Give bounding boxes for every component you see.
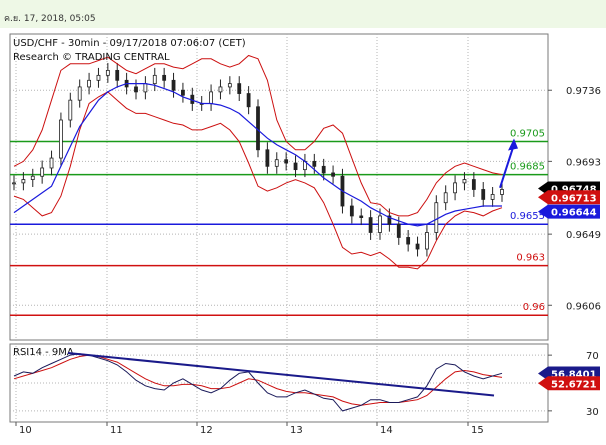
- bollinger-upper-line: [13, 54, 503, 217]
- candle-body: [359, 215, 364, 219]
- bollinger-lower-line: [13, 91, 503, 270]
- candle-body: [143, 83, 148, 93]
- candle-body: [12, 182, 16, 185]
- level-label: 0.9685: [510, 162, 545, 173]
- x-tick-label: 12: [200, 425, 213, 436]
- candle-body: [312, 160, 317, 167]
- candle-body: [30, 175, 35, 180]
- moving-average-line: [13, 82, 502, 227]
- rsi-y-tick-label: 30: [586, 407, 599, 418]
- candle-body: [425, 232, 429, 250]
- candle-body: [96, 74, 101, 81]
- x-tick-label: 13: [290, 425, 303, 436]
- header-timestamp: ค.ย. 17, 2018, 05:05: [4, 14, 96, 24]
- candle-body: [152, 74, 157, 85]
- candle-body: [171, 79, 176, 91]
- forecast-arrow-head: [508, 138, 518, 151]
- candle-body: [453, 182, 457, 194]
- candle-body: [227, 83, 232, 88]
- candle-body: [471, 179, 476, 190]
- candle-body: [209, 91, 213, 104]
- chart-subtitle: Research © TRADING CENTRAL: [13, 52, 170, 63]
- candle-body: [237, 83, 242, 94]
- candle-body: [331, 172, 335, 177]
- candle-body: [406, 237, 411, 245]
- candle-body: [274, 159, 279, 167]
- x-tick-label: 15: [471, 425, 484, 436]
- rsi-trendline: [67, 352, 495, 397]
- candle-body: [321, 165, 326, 174]
- candle-body: [368, 217, 373, 233]
- candle-body: [162, 74, 167, 81]
- price-badge-label: 0.96713: [551, 193, 597, 204]
- candle-body: [415, 243, 420, 250]
- candle-body: [49, 157, 54, 169]
- chart-title: USD/CHF - 30min - 09/17/2018 07:06:07 (C…: [13, 38, 246, 49]
- rsi-line: [13, 353, 503, 412]
- price-badge: [538, 190, 600, 205]
- y-tick-label: 0.9606: [566, 301, 601, 312]
- candle-body: [490, 194, 495, 200]
- candle-body: [134, 86, 138, 93]
- candle-body: [396, 223, 401, 238]
- header-bar: ค.ย. 17, 2018, 05:05: [0, 0, 606, 28]
- rsi-y-tick-label: 70: [586, 351, 599, 362]
- level-label: 0.9655: [510, 211, 545, 222]
- candle-body: [500, 189, 504, 195]
- candle-body: [293, 162, 298, 171]
- candle-body: [40, 167, 45, 177]
- price-badge-label: 0.96644: [551, 208, 597, 219]
- candle-body: [481, 189, 486, 200]
- x-tick-label: 11: [110, 425, 123, 436]
- y-tick-label: 0.9693: [566, 157, 601, 168]
- candle-body: [105, 69, 110, 76]
- y-tick-label: 0.9649: [566, 230, 601, 241]
- candle-body: [68, 99, 73, 121]
- forecast-arrow-shaft: [499, 147, 514, 189]
- candle-body: [265, 149, 270, 167]
- rsi-title: RSI14 - 9MA: [13, 347, 74, 358]
- rsi-badge-label: 56.8401: [551, 369, 597, 380]
- candle-body: [87, 79, 91, 88]
- candle-body: [115, 69, 120, 81]
- level-label: 0.96: [523, 302, 545, 313]
- rsi-badge: [538, 376, 600, 391]
- price-badge-label: 0.96748: [551, 184, 597, 195]
- candle-body: [181, 89, 185, 96]
- candle-body: [21, 179, 26, 184]
- rsi-badge-label: 52.6721: [551, 379, 597, 390]
- candle-body: [387, 215, 392, 225]
- y-tick-label: 0.9736: [566, 86, 601, 97]
- candle-body: [246, 93, 251, 108]
- candle-body: [218, 86, 223, 93]
- level-label: 0.9705: [510, 129, 545, 140]
- candle-body: [462, 179, 467, 184]
- x-tick-label: 10: [19, 425, 32, 436]
- candle-body: [59, 119, 63, 159]
- price-badge: [538, 204, 600, 219]
- candle-body: [284, 159, 289, 164]
- candle-body: [434, 202, 439, 233]
- level-label: 0.963: [516, 253, 545, 264]
- candle-body: [443, 192, 448, 204]
- candle-body: [77, 86, 82, 101]
- candle-body: [378, 215, 382, 233]
- candle-body: [349, 205, 354, 217]
- x-tick-label: 14: [380, 425, 393, 436]
